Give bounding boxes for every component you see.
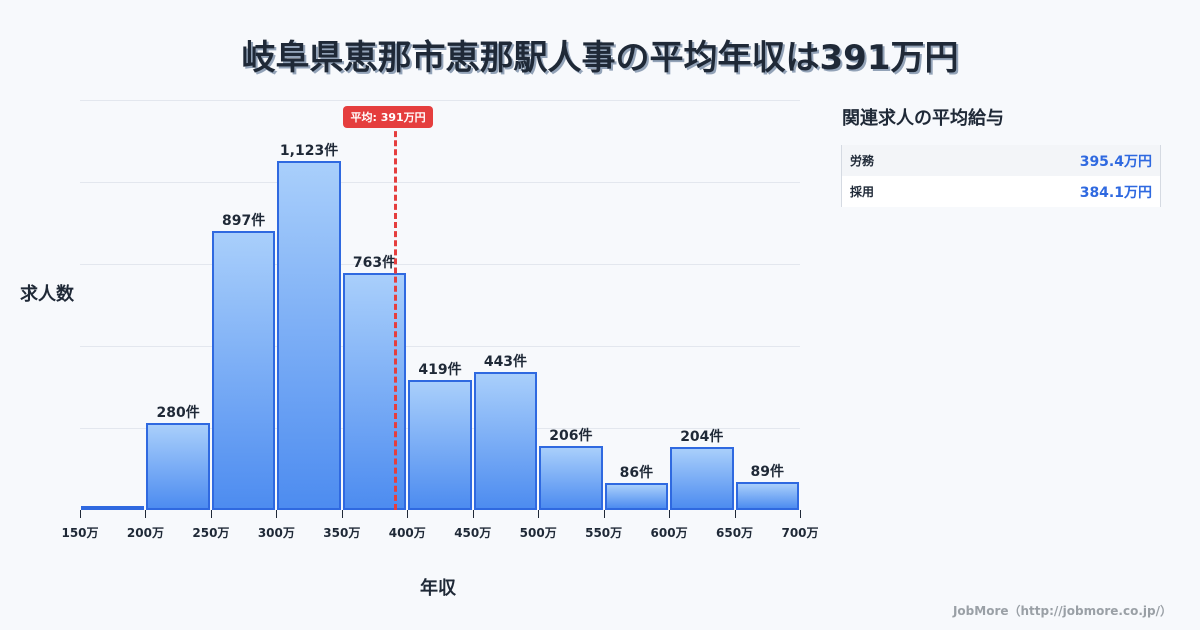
bar-value-label: 419件	[418, 361, 462, 378]
histogram-bar	[211, 231, 276, 510]
bar-value-label: 86件	[619, 465, 654, 482]
histogram-plot: 280件 897件 1,123件 763件 419件 443件 206件 86件 204件 89件…	[61, 100, 819, 540]
related-salary-row: 採用 384.1万円	[842, 176, 1160, 207]
mean-line	[394, 122, 398, 510]
gridline	[80, 100, 800, 101]
chart-title: 岐阜県恵那市恵那駅人事の平均年収は391万円	[241, 38, 959, 78]
y-axis-label: 求人数	[20, 284, 74, 305]
x-tick	[669, 510, 671, 518]
source-credit: JobMore（http://jobmore.co.jp/）	[952, 604, 1172, 618]
x-tick	[210, 510, 212, 518]
histogram-bar	[408, 379, 472, 510]
bar-value-label: 280件	[156, 404, 200, 421]
x-axis-label: 年収	[420, 578, 456, 599]
x-tick	[734, 510, 736, 518]
x-tick-label: 250万	[192, 526, 230, 540]
x-tick	[538, 510, 540, 518]
histogram-bar	[277, 160, 341, 510]
bar-value-label: 897件	[222, 213, 266, 230]
x-tick	[603, 510, 605, 518]
gridline	[80, 264, 800, 265]
x-tick	[145, 510, 147, 518]
x-tick-label: 200万	[126, 526, 164, 540]
job-label: 採用	[850, 185, 875, 199]
histogram-bar	[670, 446, 734, 510]
salary-value: 384.1万円	[1079, 184, 1152, 201]
x-tick-label: 600万	[650, 526, 688, 540]
gridline	[80, 346, 800, 347]
job-label: 労務	[850, 154, 875, 168]
x-tick-label: 450万	[454, 526, 492, 540]
related-salary-title: 関連求人の平均給与	[842, 108, 1004, 129]
x-tick-label: 650万	[716, 526, 754, 540]
x-tick	[800, 510, 801, 518]
salary-value: 395.4万円	[1079, 153, 1152, 170]
bar-value-label: 763件	[352, 254, 397, 271]
x-tick	[407, 510, 409, 518]
x-tick-label: 500万	[519, 526, 557, 540]
x-tick-label: 150万	[61, 526, 99, 540]
bar-value-label: 443件	[483, 354, 528, 371]
histogram-bar	[735, 482, 799, 510]
x-tick-label: 300万	[257, 526, 295, 540]
bar-value-label: 204件	[680, 428, 724, 445]
x-tick	[80, 510, 81, 518]
gridline	[80, 182, 800, 183]
x-tick	[341, 510, 343, 518]
related-salary-row: 労務 395.4万円	[842, 145, 1160, 176]
x-tick	[276, 510, 278, 518]
related-salary-table: 労務 395.4万円 採用 384.1万円	[841, 145, 1161, 207]
histogram-bar	[473, 372, 538, 510]
histogram-bar	[81, 506, 145, 510]
x-tick-label: 700万	[781, 526, 819, 540]
x-tick-label: 350万	[323, 526, 361, 540]
x-tick	[472, 510, 474, 518]
bar-value-label: 89件	[750, 464, 784, 481]
bar-value-label: 206件	[549, 427, 593, 444]
x-tick-label: 400万	[388, 526, 426, 540]
x-tick-label: 550万	[585, 526, 623, 540]
histogram-bar	[604, 483, 669, 510]
bar-value-label: 1,123件	[279, 142, 339, 159]
mean-badge: 平均: 391万円	[343, 106, 433, 128]
histogram-bar	[539, 445, 603, 510]
histogram-bar	[146, 422, 210, 510]
